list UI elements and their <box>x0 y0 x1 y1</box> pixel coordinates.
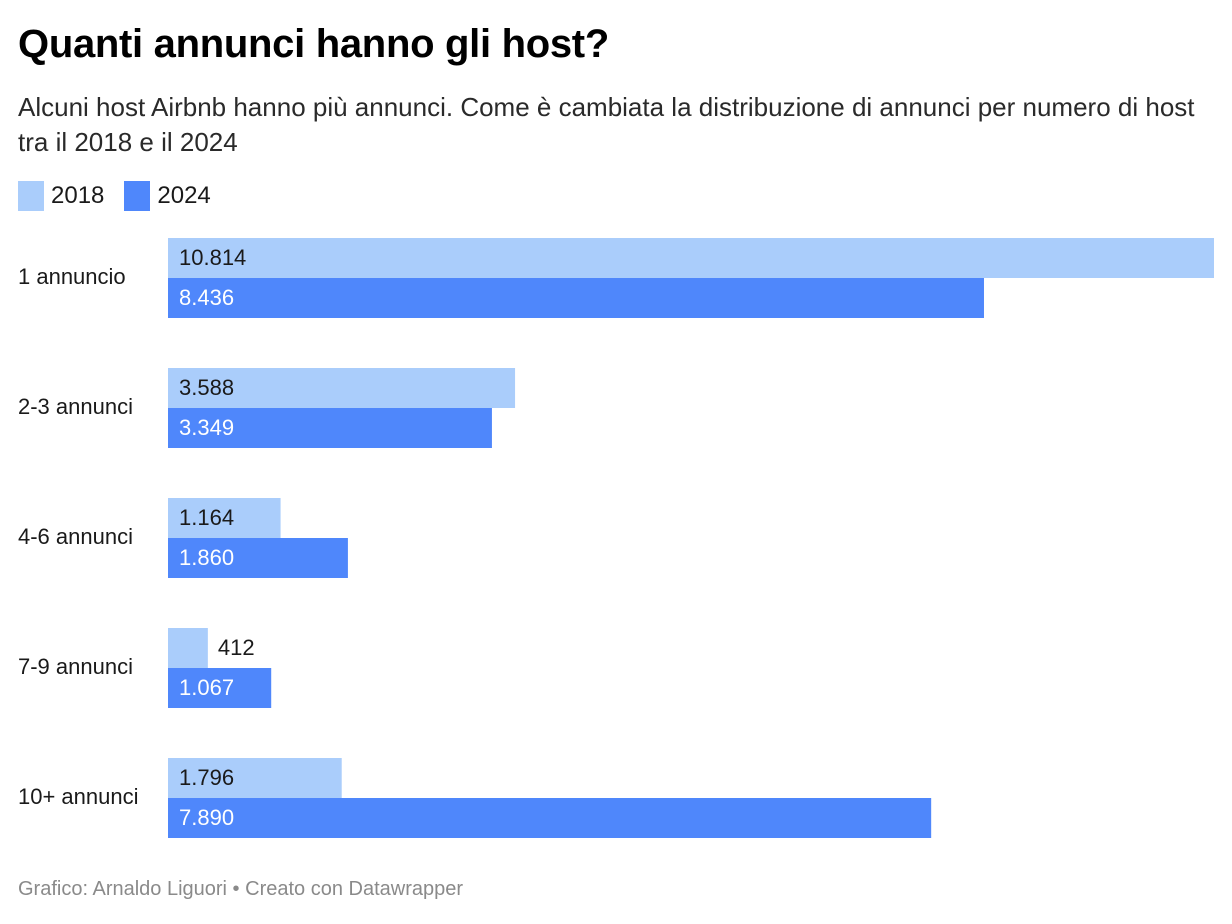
value-label-2018-2-3-annunci: 3.588 <box>179 375 234 400</box>
value-label-2018-7-9-annunci: 412 <box>218 635 255 660</box>
bar-2018-1-annuncio <box>168 238 1214 278</box>
value-label-2024-10-annunci: 7.890 <box>179 805 234 830</box>
value-label-2024-7-9-annunci: 1.067 <box>179 675 234 700</box>
chart-credit: Grafico: Arnaldo Liguori • Creato con Da… <box>18 878 464 900</box>
legend-swatch-2024 <box>124 181 151 211</box>
category-label-10-annunci: 10+ annunci <box>18 784 139 809</box>
value-label-2024-2-3-annunci: 3.349 <box>179 415 234 440</box>
bar-2018-7-9-annunci <box>168 628 208 668</box>
value-label-2018-1-annuncio: 10.814 <box>179 245 246 270</box>
bar-2024-4-6-annunci <box>168 538 348 578</box>
chart-title: Quanti annunci hanno gli host? <box>18 22 609 66</box>
legend: 2018 2024 <box>18 181 231 211</box>
bar-2018-4-6-annunci <box>168 498 281 538</box>
bar-2024-1-annuncio <box>168 278 984 318</box>
bar-2024-7-9-annunci <box>168 668 272 708</box>
legend-item-2018: 2018 <box>18 181 104 211</box>
bar-2018-2-3-annunci <box>168 368 516 408</box>
value-label-2024-1-annuncio: 8.436 <box>179 285 234 310</box>
category-label-7-9-annunci: 7-9 annunci <box>18 654 133 679</box>
bar-2024-2-3-annunci <box>168 408 492 448</box>
bar-2024-10-annunci <box>168 798 932 838</box>
legend-swatch-2018 <box>18 181 44 211</box>
category-label-2-3-annunci: 2-3 annunci <box>18 394 133 419</box>
value-label-2018-10-annunci: 1.796 <box>179 765 234 790</box>
legend-item-2024: 2024 <box>124 181 211 211</box>
category-label-1-annuncio: 1 annuncio <box>18 264 126 289</box>
value-label-2024-4-6-annunci: 1.860 <box>179 545 234 570</box>
bar-2018-10-annunci <box>168 758 342 798</box>
legend-label-2018: 2018 <box>51 182 105 209</box>
value-label-2018-4-6-annunci: 1.164 <box>179 505 234 530</box>
chart-subtitle: Alcuni host Airbnb hanno più annunci. Co… <box>18 92 1195 157</box>
legend-label-2024: 2024 <box>157 182 211 209</box>
category-label-4-6-annunci: 4-6 annunci <box>18 524 133 549</box>
